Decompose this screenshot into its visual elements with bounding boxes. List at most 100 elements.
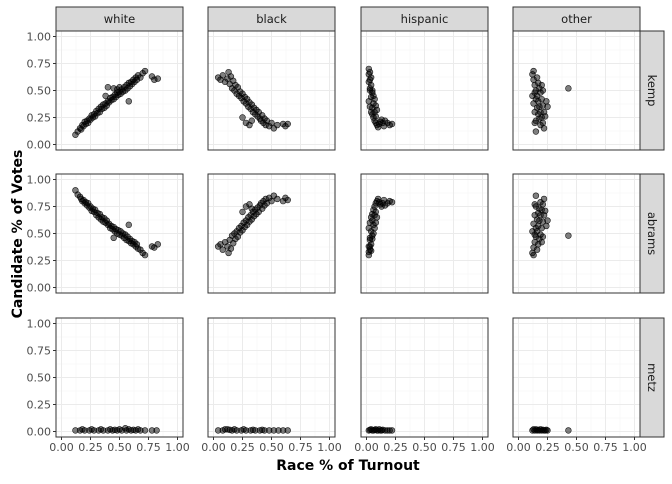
data-point <box>541 207 549 215</box>
y-tick-label: 0.00 <box>27 139 52 152</box>
data-point <box>274 121 281 129</box>
panel-black-metz <box>207 317 336 438</box>
data-point <box>141 67 149 75</box>
x-tick-label: 0.75 <box>136 441 161 454</box>
x-tick-label: 0.25 <box>230 441 255 454</box>
x-tick-label: 0.50 <box>564 441 589 454</box>
facet-strip-label: kemp <box>645 75 659 107</box>
data-point <box>565 427 572 434</box>
data-point <box>249 426 257 434</box>
data-point <box>367 74 375 81</box>
data-point <box>110 85 117 92</box>
facet-strip-bg <box>639 317 665 438</box>
data-point <box>369 217 376 224</box>
data-point <box>538 238 545 246</box>
data-point <box>130 426 137 434</box>
panel-other-abrams <box>512 173 641 294</box>
x-tick-label: 0.00 <box>506 441 531 454</box>
facet-strip-label: hispanic <box>401 12 449 26</box>
y-tick-label: 0.25 <box>27 399 52 412</box>
data-point <box>122 425 129 432</box>
data-point <box>532 128 540 135</box>
panel-white-metz <box>55 317 184 438</box>
data-point <box>372 208 379 216</box>
data-point <box>532 224 540 232</box>
data-point <box>539 233 547 240</box>
data-point <box>366 234 374 242</box>
x-tick-label: 0.00 <box>201 441 226 454</box>
facet-strip-bg <box>207 6 336 32</box>
data-point <box>226 426 233 434</box>
data-point <box>565 232 572 239</box>
facet-strip-label: abrams <box>645 212 659 255</box>
data-point <box>367 93 375 101</box>
data-point <box>153 427 160 434</box>
panel-border <box>207 30 336 151</box>
panel-border <box>512 173 641 294</box>
x-tick-label: 0.00 <box>354 441 379 454</box>
data-point <box>533 104 541 111</box>
data-point <box>154 241 161 248</box>
data-point <box>111 426 119 434</box>
y-tick-label: 0.75 <box>27 345 52 358</box>
facet-strip-bg <box>55 6 184 32</box>
y-tick-label: 0.25 <box>27 255 52 268</box>
data-point <box>284 427 291 434</box>
y-tick-label: 0.75 <box>27 58 52 71</box>
data-point <box>79 426 86 433</box>
data-point <box>125 221 132 229</box>
data-point <box>537 121 544 129</box>
facet-strip-label: white <box>104 12 135 26</box>
y-tick-label: 0.50 <box>27 228 52 241</box>
panel-border <box>360 173 489 294</box>
y-axis-title: Candidate % of Votes <box>10 150 26 319</box>
panel-border <box>360 30 489 151</box>
data-point <box>531 89 538 96</box>
data-point <box>531 119 538 127</box>
data-point <box>239 208 246 216</box>
x-axis-title: Race % of Turnout <box>276 458 420 474</box>
data-point <box>274 195 281 203</box>
facet-strip-label: other <box>561 12 592 26</box>
y-tick-label: 0.00 <box>27 426 52 439</box>
data-point <box>531 201 538 208</box>
data-point <box>543 98 550 105</box>
data-point <box>532 95 540 103</box>
data-point <box>88 426 95 433</box>
data-point <box>544 427 551 434</box>
x-tick-label: 1.00 <box>470 441 495 454</box>
data-point <box>388 198 396 206</box>
facet-strip-bg <box>512 6 641 32</box>
data-point <box>541 113 549 120</box>
facet-strip-label: metz <box>645 363 659 392</box>
x-tick-label: 0.50 <box>259 441 284 454</box>
data-point <box>240 426 247 433</box>
data-point <box>536 115 543 122</box>
data-point <box>154 75 161 82</box>
x-tick-label: 0.75 <box>288 441 313 454</box>
data-point <box>533 216 541 223</box>
x-tick-label: 0.75 <box>441 441 466 454</box>
data-point <box>533 74 541 81</box>
data-point <box>366 243 374 250</box>
panel-white-kemp <box>55 30 184 151</box>
x-tick-label: 1.00 <box>165 441 190 454</box>
x-tick-label: 0.25 <box>535 441 560 454</box>
data-point <box>268 197 275 205</box>
data-point <box>259 426 266 434</box>
data-point <box>102 92 109 100</box>
data-point <box>248 117 255 124</box>
x-tick-label: 0.25 <box>78 441 103 454</box>
panel-hispanic-abrams <box>360 173 489 294</box>
data-point <box>366 87 374 94</box>
x-tick-label: 1.00 <box>317 441 342 454</box>
data-point <box>543 222 550 230</box>
facet-strip-metz: metz <box>639 317 665 438</box>
facet-strip-kemp: kemp <box>639 30 665 151</box>
data-point <box>366 68 374 76</box>
data-point <box>538 81 545 89</box>
data-point <box>227 245 235 252</box>
panel-black-kemp <box>207 30 336 151</box>
panel-other-kemp <box>512 30 641 151</box>
panel-white-abrams <box>55 173 184 294</box>
